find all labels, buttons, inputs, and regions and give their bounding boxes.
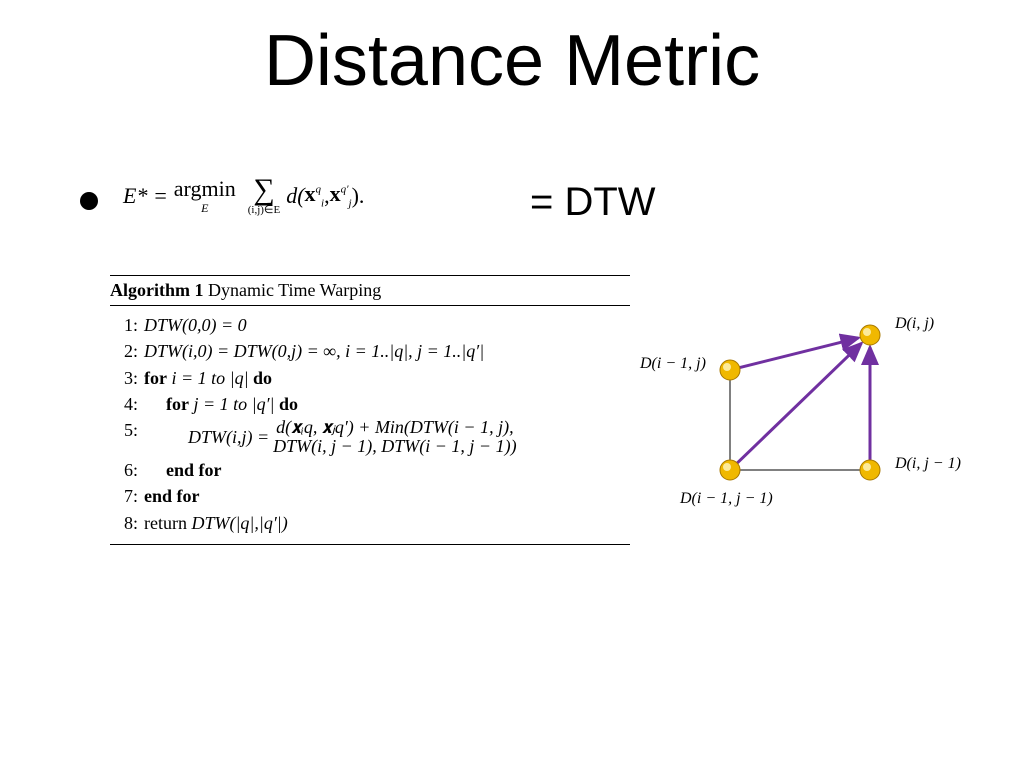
argmin: argmin E bbox=[174, 178, 236, 214]
algorithm-body: 1: DTW(0,0) = 0 2: DTW(i,0) = DTW(0,j) =… bbox=[110, 306, 630, 545]
diagram-node-label: D(i, j) bbox=[895, 315, 934, 333]
kw-endfor: end for bbox=[144, 484, 200, 508]
algo-title-prefix: Algorithm 1 bbox=[110, 280, 204, 300]
formula-lhs: E* = bbox=[123, 183, 168, 209]
line-num: 5: bbox=[110, 418, 144, 456]
algo-line: 4: for j = 1 to |q′| do bbox=[110, 391, 630, 417]
line-num: 6: bbox=[110, 458, 144, 482]
sigma-icon: ∑ bbox=[253, 175, 274, 205]
eq5-bot: DTW(i, j − 1), DTW(i − 1, j − 1)) bbox=[273, 437, 516, 456]
kw-do: do bbox=[279, 394, 298, 414]
kw-do: do bbox=[253, 368, 272, 388]
return-text: DTW(|q|,|q′|) bbox=[191, 513, 287, 533]
argmin-text: argmin bbox=[174, 178, 236, 200]
kw-endfor: end for bbox=[144, 458, 222, 482]
x2-sup: q′ bbox=[341, 184, 349, 196]
kw-for: for bbox=[166, 394, 189, 414]
sum-symbol: ∑ (i,j)∈E bbox=[248, 175, 281, 216]
diagram-node-label: D(i − 1, j) bbox=[640, 355, 706, 373]
diagram-node bbox=[720, 460, 740, 480]
algo-line: 3: for i = 1 to |q| do bbox=[110, 365, 630, 391]
line-num: 2: bbox=[110, 339, 144, 363]
line-body: for i = 1 to |q| do bbox=[144, 366, 272, 390]
algo-line: 1: DTW(0,0) = 0 bbox=[110, 312, 630, 338]
return-pre: return bbox=[144, 513, 191, 533]
line-num: 1: bbox=[110, 313, 144, 337]
objective-formula: E* = argmin E ∑ (i,j)∈E d( xqi , xq′j ). bbox=[123, 175, 364, 216]
line-text: i = 1 to |q| bbox=[167, 368, 253, 388]
diagram-node bbox=[860, 460, 880, 480]
algo-line: 6: end for bbox=[110, 457, 630, 483]
algo-line: 7: end for bbox=[110, 483, 630, 509]
eq5-lhs: DTW(i,j) = bbox=[188, 425, 269, 449]
line-num: 8: bbox=[110, 511, 144, 535]
eq5-top: d(𝐱ᵢq, 𝐱ⱼq′) + Min(DTW(i − 1, j), bbox=[276, 418, 513, 437]
eq5-frac: d(𝐱ᵢq, 𝐱ⱼq′) + Min(DTW(i − 1, j), DTW(i,… bbox=[273, 418, 516, 456]
diagram-svg bbox=[640, 300, 1000, 520]
algorithm-title: Algorithm 1 Dynamic Time Warping bbox=[110, 275, 630, 306]
sum-sub: (i,j)∈E bbox=[248, 205, 281, 216]
line-text: DTW(0,0) = 0 bbox=[144, 313, 247, 337]
line-body: DTW(i,j) = d(𝐱ᵢq, 𝐱ⱼq′) + Min(DTW(i − 1,… bbox=[144, 418, 521, 456]
diagram-node bbox=[860, 325, 880, 345]
algo-title-rest: Dynamic Time Warping bbox=[204, 280, 382, 300]
line-text: j = 1 to |q′| bbox=[189, 394, 279, 414]
algo-line: 2: DTW(i,0) = DTW(0,j) = ∞, i = 1..|q|, … bbox=[110, 338, 630, 364]
bullet-row: E* = argmin E ∑ (i,j)∈E d( xqi , xq′j ). bbox=[80, 175, 364, 216]
line-num: 3: bbox=[110, 366, 144, 390]
line-body: for j = 1 to |q′| do bbox=[144, 392, 298, 416]
dist-close: ). bbox=[352, 183, 365, 209]
x1-base: x bbox=[305, 181, 316, 206]
diagram-node bbox=[720, 360, 740, 380]
line-body: return DTW(|q|,|q′|) bbox=[144, 511, 288, 535]
algo-line: 8: return DTW(|q|,|q′|) bbox=[110, 510, 630, 536]
kw-for: for bbox=[144, 368, 167, 388]
diagram-node-label: D(i − 1, j − 1) bbox=[680, 490, 773, 508]
algo-line: 5: DTW(i,j) = d(𝐱ᵢq, 𝐱ⱼq′) + Min(DTW(i −… bbox=[110, 417, 630, 457]
x1: xqi bbox=[305, 181, 325, 209]
line-num: 4: bbox=[110, 392, 144, 416]
algorithm-box: Algorithm 1 Dynamic Time Warping 1: DTW(… bbox=[110, 275, 630, 545]
x1-sup: q bbox=[316, 184, 322, 196]
page-title: Distance Metric bbox=[0, 20, 1024, 102]
diagram-edge bbox=[737, 343, 861, 463]
x2: xq′j bbox=[330, 181, 352, 209]
dtw-diagram: D(i − 1, j) D(i, j) D(i − 1, j − 1) D(i, j … bbox=[640, 300, 1000, 520]
line-num: 7: bbox=[110, 484, 144, 508]
argmin-sub: E bbox=[201, 202, 208, 214]
diagram-node-label: D(i, j − 1) bbox=[895, 455, 961, 473]
x2-base: x bbox=[330, 181, 341, 206]
line-text: DTW(i,0) = DTW(0,j) = ∞, i = 1..|q|, j =… bbox=[144, 339, 484, 363]
dtw-label: = DTW bbox=[530, 180, 656, 225]
bullet-icon bbox=[80, 192, 98, 210]
dist-open: d( bbox=[286, 183, 304, 209]
